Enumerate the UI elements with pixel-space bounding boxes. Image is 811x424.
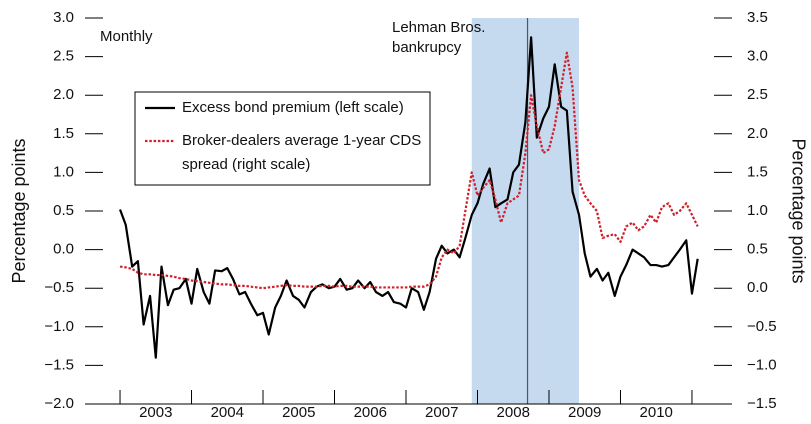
y-tick-label: 0.0 — [53, 241, 74, 258]
y-axis-title: Percentage points — [9, 138, 29, 283]
y2-axis-title: Percentage points — [788, 138, 808, 283]
x-tick-label: 2010 — [640, 404, 673, 421]
y-tick-label: −2.0 — [44, 395, 74, 412]
y-tick-label: −1.5 — [44, 356, 74, 373]
chart-title: Monthly — [100, 28, 153, 45]
legend-label: Excess bond premium (left scale) — [182, 99, 404, 116]
x-tick-label: 2003 — [139, 404, 172, 421]
y2-tick-label: −1.5 — [747, 395, 777, 412]
series-line — [118, 36, 699, 359]
x-tick-label: 2005 — [282, 404, 315, 421]
y2-tick-label: 1.5 — [747, 163, 768, 180]
y2-tick-label: 3.0 — [747, 48, 768, 65]
y2-tick-label: 2.0 — [747, 125, 768, 142]
background-layer — [85, 17, 732, 405]
y2-tick-label: 0.5 — [747, 241, 768, 258]
y2-tick-label: 3.5 — [747, 9, 768, 26]
annotation: Lehman Bros. bankrupcy — [392, 19, 485, 56]
y-tick-label: 0.5 — [53, 202, 74, 219]
legend: Excess bond premium (left scale) Broker-d… — [145, 99, 421, 173]
y2-tick-label: −1.0 — [747, 356, 777, 373]
y-tick-label: 1.5 — [53, 125, 74, 142]
y2-tick-label: 0.0 — [747, 279, 768, 296]
x-tick-label: 2009 — [568, 404, 601, 421]
legend-label: Broker-dealers average 1-year CDS spread … — [182, 132, 421, 173]
y-tick-label: −0.5 — [44, 279, 74, 296]
y2-tick-label: 1.0 — [747, 202, 768, 219]
plot-layer — [118, 36, 699, 359]
y-tick-label: 2.5 — [53, 48, 74, 65]
x-tick-label: 2006 — [354, 404, 387, 421]
x-tick-label: 2008 — [497, 404, 530, 421]
legend-box — [134, 91, 431, 186]
shaded-region — [471, 18, 580, 404]
x-tick-label: 2007 — [425, 404, 458, 421]
y2-tick-label: −0.5 — [747, 318, 777, 335]
y-tick-label: −1.0 — [44, 318, 74, 335]
y-tick-label: 1.0 — [53, 163, 74, 180]
y-tick-label: 3.0 — [53, 9, 74, 26]
x-tick-label: 2004 — [211, 404, 244, 421]
y-tick-label: 2.0 — [53, 86, 74, 103]
y2-tick-label: 2.5 — [747, 86, 768, 103]
